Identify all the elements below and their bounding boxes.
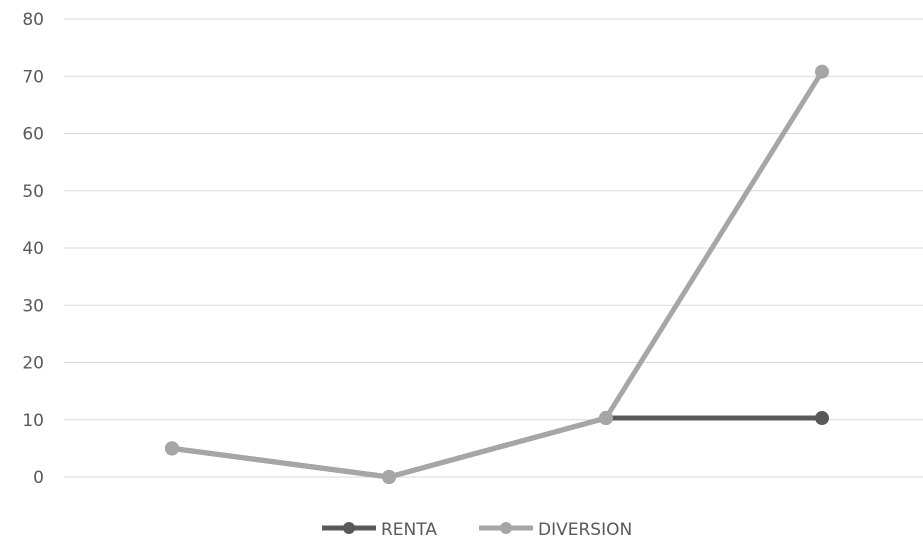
legend: RENTA DIVERSION: [322, 520, 632, 540]
series-line-diversion: [169, 69, 825, 480]
y-tick-label-30: 30: [22, 296, 44, 316]
data-point-diversion-3: [599, 411, 613, 426]
legend-label-renta: RENTA: [381, 520, 437, 540]
data-point-diversion-1: [165, 441, 179, 456]
y-axis-tick-labels: 0 10 20 30 40 50 60 70 80: [22, 10, 44, 488]
y-tick-label-70: 70: [22, 67, 44, 87]
y-tick-label-10: 10: [22, 411, 44, 431]
y-tick-label-50: 50: [22, 182, 44, 202]
legend-label-diversion: DIVERSION: [538, 520, 632, 540]
data-point-renta-4: [815, 411, 829, 426]
legend-marker-dot-diversion: [500, 522, 512, 534]
legend-marker-dot-renta: [343, 522, 355, 534]
y-tick-label-60: 60: [22, 125, 44, 145]
series-lines: [165, 64, 829, 484]
gridlines: [64, 18, 923, 478]
data-point-diversion-2: [382, 470, 396, 484]
y-tick-label-0: 0: [33, 468, 44, 488]
y-tick-label-80: 80: [22, 10, 44, 30]
y-tick-label-40: 40: [22, 239, 44, 259]
data-point-diversion-4: [815, 64, 829, 79]
y-tick-label-20: 20: [22, 354, 44, 374]
